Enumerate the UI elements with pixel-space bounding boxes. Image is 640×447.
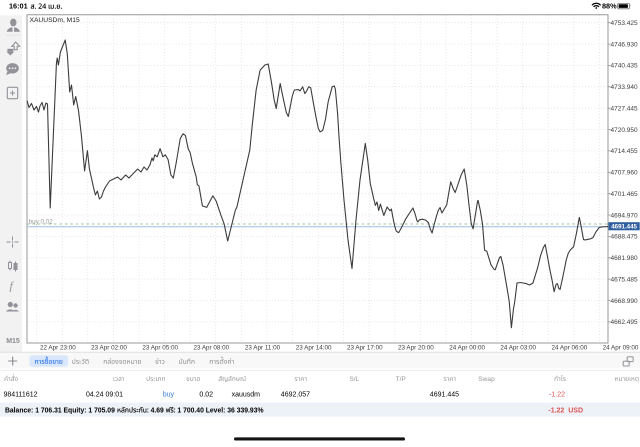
svg-text:4746.930: 4746.930 (611, 41, 638, 48)
svg-text:4692.057: 4692.057 (281, 392, 310, 399)
svg-text:buy 0.02: buy 0.02 (29, 218, 54, 225)
svg-text:4675.485: 4675.485 (611, 276, 638, 283)
svg-text:f: f (10, 279, 15, 293)
svg-text:xauusdm: xauusdm (232, 392, 261, 399)
svg-text:-1.22: -1.22 (549, 392, 565, 399)
svg-text:24 Apr 06:00: 24 Apr 06:00 (552, 345, 588, 352)
svg-text:23 Apr 08:00: 23 Apr 08:00 (193, 345, 229, 352)
svg-text:S/L: S/L (349, 376, 359, 383)
svg-text:Balance: 1 706.31 Equity: 1 70: Balance: 1 706.31 Equity: 1 705.09 (5, 407, 115, 414)
svg-text:88%: 88% (602, 2, 617, 11)
svg-text:4691.445: 4691.445 (430, 392, 459, 399)
svg-text:04.24 09:01: 04.24 09:01 (86, 392, 123, 399)
svg-text:23 Apr 17:00: 23 Apr 17:00 (347, 345, 383, 352)
svg-text:Swap: Swap (478, 376, 495, 383)
svg-text:-1.22 USD: -1.22 USD (548, 407, 583, 414)
svg-text:buy: buy (163, 392, 175, 399)
svg-text:16:01: 16:01 (9, 2, 28, 11)
svg-text:4668.990: 4668.990 (611, 298, 638, 305)
svg-text:22 Apr 23:00: 22 Apr 23:00 (40, 345, 76, 352)
svg-text:24 Apr 03:00: 24 Apr 03:00 (500, 345, 536, 352)
svg-text:4740.435: 4740.435 (611, 63, 638, 70)
svg-text:23 Apr 11:00: 23 Apr 11:00 (245, 345, 281, 352)
svg-text:984111612: 984111612 (4, 392, 38, 399)
svg-text:4733.940: 4733.940 (611, 84, 638, 91)
svg-text:4694.970: 4694.970 (611, 212, 638, 219)
svg-text:4753.425: 4753.425 (611, 20, 638, 27)
svg-text:XAUUSDm, M15: XAUUSDm, M15 (30, 17, 80, 24)
svg-text:4691.445: 4691.445 (611, 224, 637, 231)
svg-text:4701.465: 4701.465 (611, 191, 638, 198)
svg-text:23 Apr 05:00: 23 Apr 05:00 (142, 345, 178, 352)
svg-text:4688.475: 4688.475 (611, 234, 638, 241)
svg-text:24 Apr 00:00: 24 Apr 00:00 (449, 345, 485, 352)
svg-text:23 Apr 14:00: 23 Apr 14:00 (296, 345, 332, 352)
svg-text:4.69: 4.69 (151, 407, 164, 414)
svg-text:T/P: T/P (396, 376, 407, 383)
svg-text:4662.495: 4662.495 (611, 319, 638, 326)
svg-text:4681.980: 4681.980 (611, 255, 638, 262)
svg-text:23 Apr 02:00: 23 Apr 02:00 (91, 345, 127, 352)
svg-text:4707.960: 4707.960 (611, 170, 638, 177)
svg-text:4714.455: 4714.455 (611, 148, 638, 155)
svg-text:M15: M15 (6, 338, 20, 345)
svg-text:1 700.40 Level: 36 339.93%: 1 700.40 Level: 36 339.93% (177, 407, 263, 414)
svg-text:4727.445: 4727.445 (611, 106, 638, 113)
svg-text:24 Apr 09:00: 24 Apr 09:00 (603, 345, 639, 352)
svg-text:0.02: 0.02 (199, 392, 213, 399)
svg-text:4720.950: 4720.950 (611, 127, 638, 134)
svg-text:23 Apr 20:00: 23 Apr 20:00 (398, 345, 434, 352)
